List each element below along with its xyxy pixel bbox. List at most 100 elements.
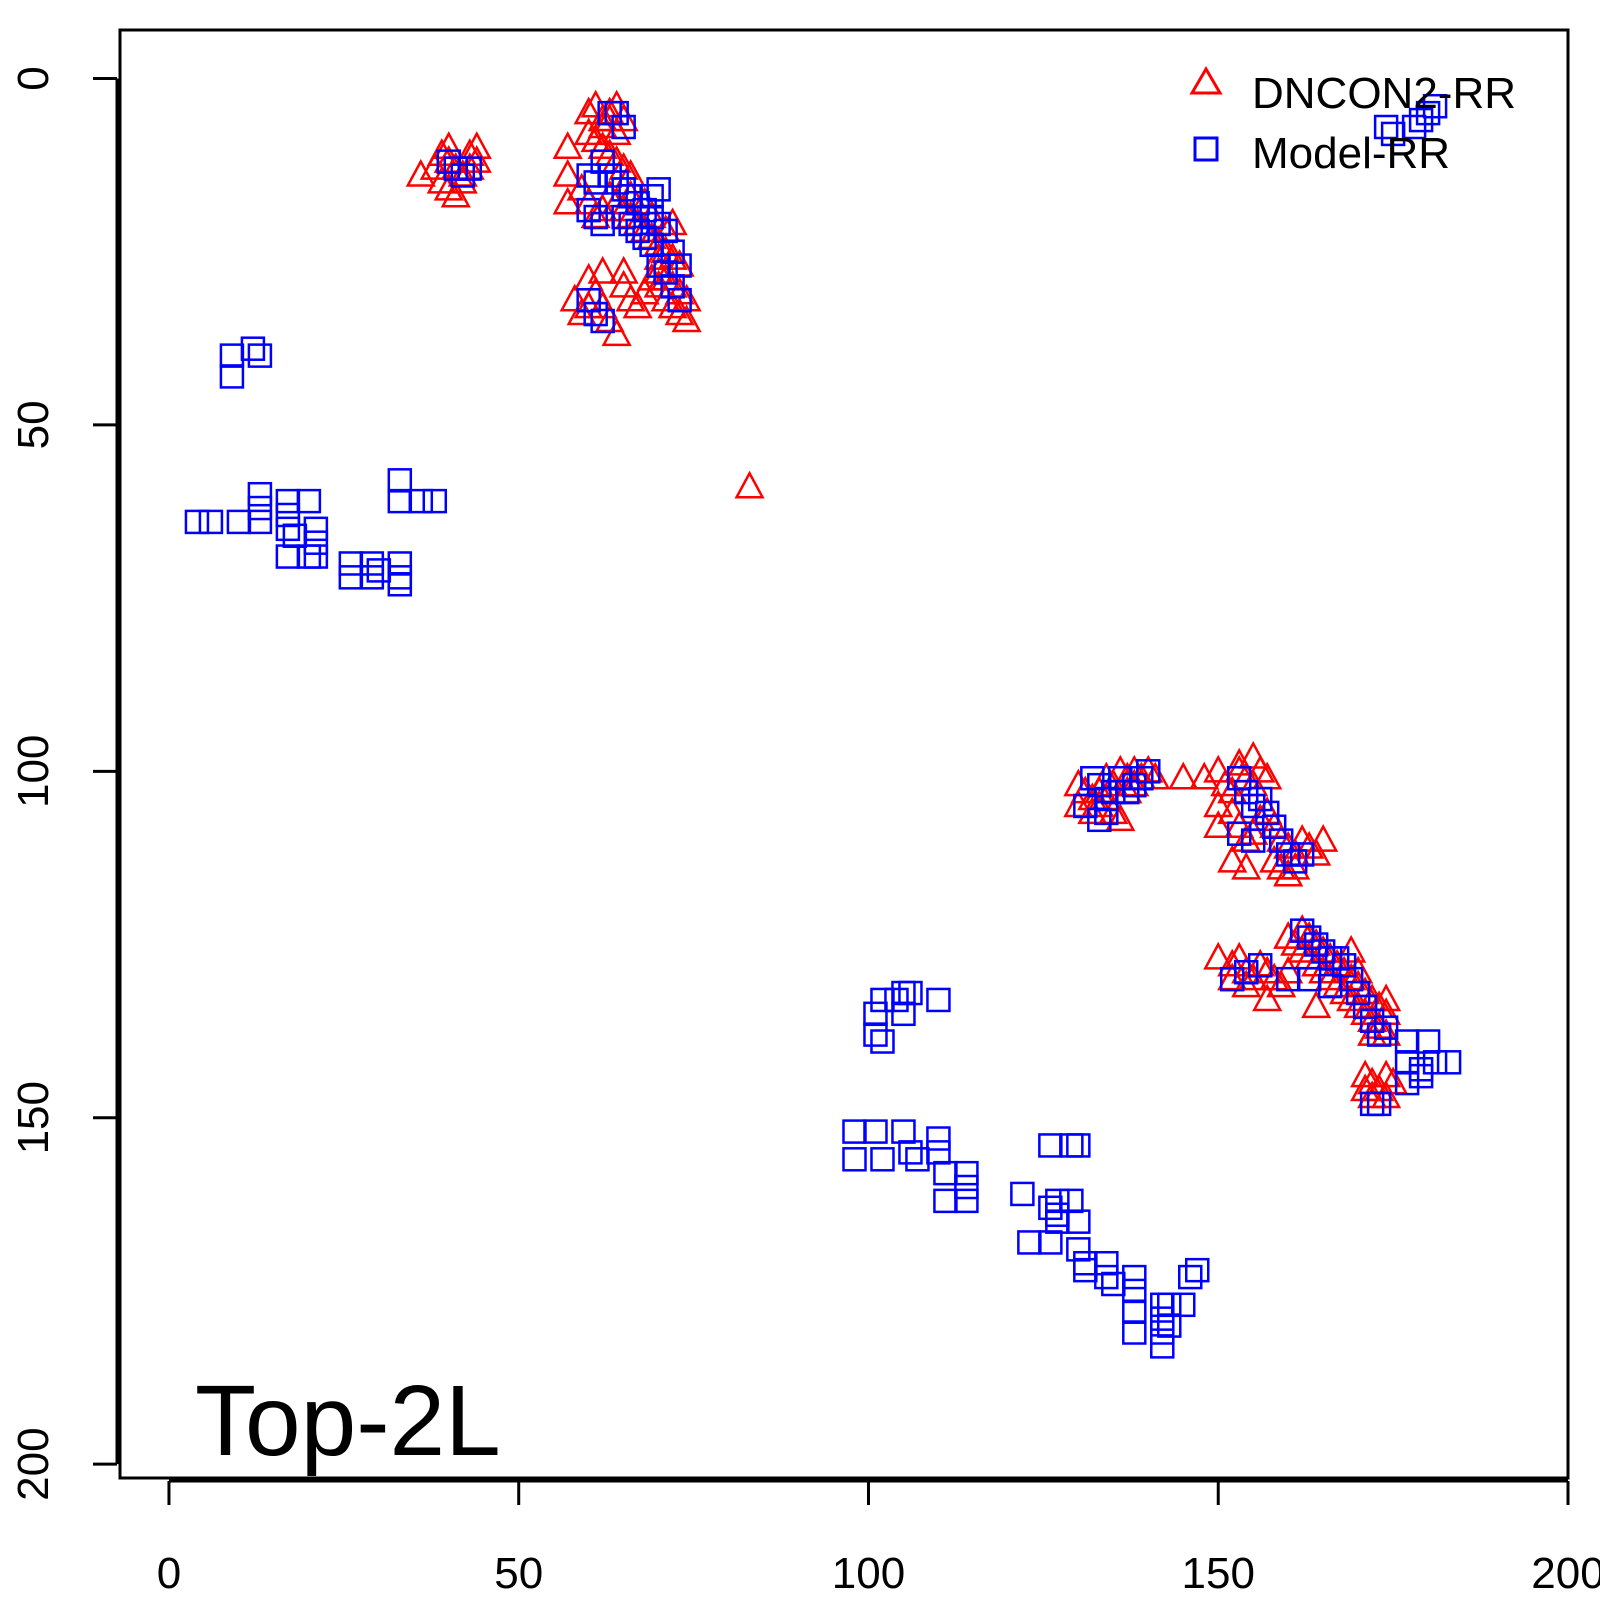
- model-rr-point: [905, 1147, 930, 1172]
- dncon2-rr-point: [622, 290, 653, 319]
- model-rr-point: [625, 218, 650, 244]
- model-rr-point: [184, 509, 210, 535]
- model-rr-point: [1408, 1056, 1434, 1082]
- legend-label-model-rr: Model-RR: [1252, 129, 1450, 178]
- model-rr-point: [842, 1147, 867, 1172]
- model-rr-point: [576, 163, 601, 188]
- model-rr-point: [1059, 1133, 1084, 1158]
- dncon2-rr-point: [1259, 844, 1290, 873]
- model-rr-point: [604, 100, 629, 126]
- model-rr-point: [891, 980, 916, 1006]
- model-rr-point: [1415, 100, 1441, 126]
- y-axis: 0 50 100 150 200: [9, 66, 119, 1501]
- model-rr-point: [1247, 953, 1273, 978]
- model-rr-point: [275, 544, 301, 569]
- model-rr-point: [660, 274, 685, 299]
- dncon2-rr-point: [1203, 754, 1234, 783]
- model-rr-point: [863, 1119, 888, 1144]
- model-rr-point: [1017, 1230, 1042, 1255]
- dncon2-rr-point: [1105, 803, 1136, 832]
- dncon2-rr-point: [1168, 761, 1199, 790]
- dncon2-rr-point: [587, 131, 618, 160]
- dncon2-rr-point: [1210, 768, 1241, 797]
- model-rr-point: [247, 343, 273, 368]
- dncon2-rr-point: [1371, 1059, 1402, 1088]
- model-rr-point: [296, 544, 322, 569]
- model-rr-point: [1122, 1320, 1147, 1345]
- model-rr-point: [1157, 1313, 1182, 1338]
- model-rr-point: [1045, 1188, 1070, 1214]
- model-rr-point: [611, 114, 636, 140]
- y-tick-label: 50: [9, 400, 58, 449]
- model-rr-point: [387, 572, 413, 597]
- plot-frame: [118, 28, 1570, 1480]
- model-rr-point: [870, 1029, 895, 1054]
- model-rr-point: [1401, 114, 1427, 140]
- model-rr-point: [387, 565, 413, 590]
- model-rr-point: [1247, 786, 1273, 812]
- model-rr-point: [1359, 1008, 1385, 1033]
- model-rr-point: [387, 468, 413, 493]
- dncon2-rr-point: [657, 290, 688, 319]
- model-rr-point: [303, 516, 329, 542]
- model-rr-point: [1129, 765, 1154, 791]
- model-rr-point: [1185, 1257, 1210, 1283]
- x-tick-label: 100: [832, 1549, 905, 1598]
- model-rr-point: [611, 204, 636, 230]
- model-rr-point: [1038, 1230, 1063, 1255]
- model-rr-point: [303, 544, 329, 569]
- model-rr-point: [1373, 1015, 1399, 1040]
- model-rr-point: [1394, 1029, 1420, 1054]
- y-tick-label: 0: [9, 66, 58, 90]
- model-rr-point: [387, 488, 413, 514]
- dncon2-rr-point: [552, 158, 583, 187]
- model-rr-point: [1010, 1181, 1035, 1207]
- dncon2-rr-point: [1224, 810, 1255, 838]
- model-rr-point: [275, 488, 301, 514]
- model-rr-point: [576, 197, 601, 223]
- model-rr-point: [1240, 828, 1266, 853]
- dncon2-rr-point: [608, 269, 639, 298]
- model-rr-point: [583, 204, 608, 230]
- model-rr-point: [1373, 114, 1399, 140]
- model-rr-point: [1275, 842, 1301, 867]
- model-rr-point: [926, 1126, 951, 1151]
- model-rr-point: [275, 516, 301, 542]
- model-rr-point: [1345, 980, 1371, 1006]
- model-rr-point: [646, 177, 671, 202]
- dncon2-rr-point: [1140, 761, 1171, 790]
- model-rr-point: [639, 184, 664, 209]
- dncon2-rr-point: [1189, 761, 1220, 790]
- model-rr-point: [933, 1188, 958, 1214]
- dncon2-rr-point: [1371, 983, 1402, 1012]
- model-rr-point: [926, 1140, 951, 1165]
- model-rr-point: [1073, 793, 1098, 819]
- dncon2-rr-point: [440, 179, 471, 208]
- model-rr-point: [1366, 1022, 1392, 1047]
- model-rr-point: [1080, 765, 1105, 791]
- dncon2-rr-point: [405, 158, 436, 187]
- dncon2-rr-point: [1245, 754, 1276, 783]
- dncon2-rr-point: [1350, 997, 1381, 1026]
- dncon2-rr-point: [1217, 948, 1248, 977]
- dncon2-rr-point: [601, 117, 632, 146]
- model-rr-point: [387, 551, 413, 576]
- model-rr-point: [1303, 932, 1329, 957]
- model-rr-point: [583, 301, 608, 327]
- model-rr-point: [1122, 1278, 1147, 1304]
- model-rr-point: [1178, 1264, 1203, 1290]
- dncon2-rr-point: [1217, 844, 1248, 873]
- model-rr-point: [450, 163, 476, 188]
- dncon2-rr-point: [608, 255, 639, 284]
- dncon2-rr-point: [573, 186, 604, 215]
- model-rr-point: [1066, 1133, 1091, 1158]
- model-rr-point: [1268, 828, 1294, 853]
- x-tick-label: 200: [1531, 1549, 1600, 1598]
- model-rr-point: [408, 488, 434, 514]
- dncon2-rr-point: [671, 304, 702, 333]
- dncon2-rr-point: [573, 96, 604, 125]
- model-rr-point: [338, 551, 364, 576]
- x-axis: 0 50 100 150 200: [157, 1479, 1600, 1598]
- model-rr-point: [219, 364, 245, 389]
